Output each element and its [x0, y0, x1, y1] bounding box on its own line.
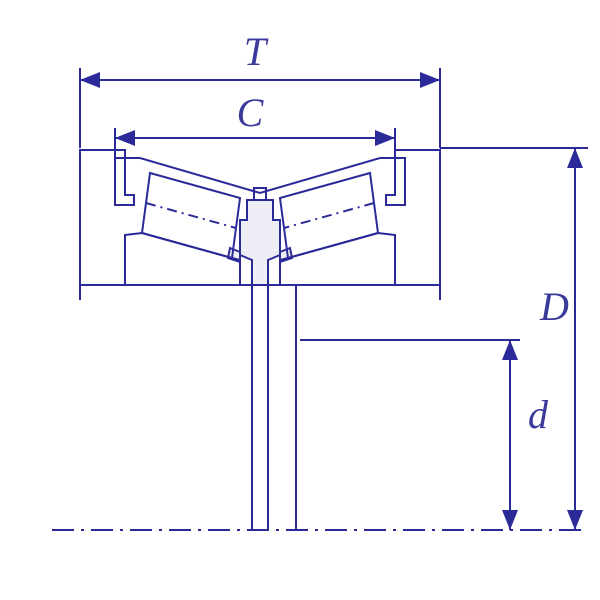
- cage-center: [240, 200, 280, 285]
- roller-left-axis: [146, 203, 236, 228]
- label-D: D: [539, 284, 569, 329]
- lip-left: [115, 158, 134, 205]
- roller-right-axis: [284, 203, 374, 228]
- label-C: C: [237, 90, 265, 135]
- label-d: d: [528, 392, 549, 437]
- cone-left: [125, 233, 240, 285]
- label-T: T: [244, 29, 269, 74]
- cone-right: [280, 233, 395, 285]
- lip-right: [386, 158, 405, 205]
- bearing-diagram: T C D d: [0, 0, 600, 600]
